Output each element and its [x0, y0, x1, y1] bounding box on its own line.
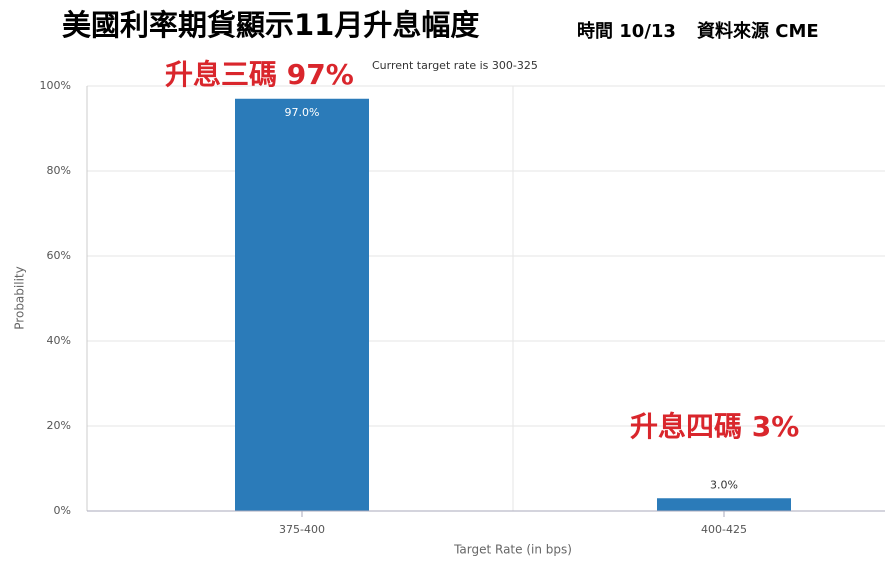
source-note: 資料來源 CME [697, 20, 819, 42]
value-label: 3.0% [710, 478, 738, 491]
value-label: 97.0% [285, 106, 320, 119]
chart-title: 美國利率期貨顯示11月升息幅度 [62, 8, 479, 42]
annotation: 升息四碼 3% [630, 410, 799, 443]
x-tick-label: 400-425 [701, 523, 747, 536]
y-tick-label: 60% [47, 249, 71, 262]
y-tick-label: 40% [47, 334, 71, 347]
annotation: 升息三碼 97% [165, 58, 354, 91]
bar [235, 98, 369, 511]
y-tick-label: 0% [54, 504, 71, 517]
y-tick-label: 20% [47, 419, 71, 432]
date-note: 時間 10/13 [577, 21, 676, 42]
bar [657, 498, 791, 511]
y-tick-label: 80% [47, 164, 71, 177]
x-axis-title: Target Rate (in bps) [453, 543, 572, 557]
chart-subtitle: Current target rate is 300-325 [372, 59, 538, 72]
y-axis-title: Probability [13, 266, 27, 329]
y-tick-label: 100% [40, 79, 71, 92]
plot-area [87, 85, 885, 512]
x-tick-label: 375-400 [279, 523, 325, 536]
